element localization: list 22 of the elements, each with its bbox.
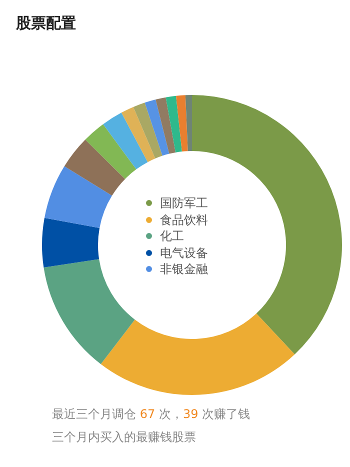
donut-slice [103, 112, 148, 170]
legend-label: 食品饮料 [160, 212, 208, 228]
donut-slice [85, 124, 136, 179]
donut-slice [44, 166, 112, 228]
donut-slice [133, 102, 162, 158]
legend-label: 国防军工 [160, 195, 208, 212]
donut-slice [176, 95, 188, 152]
donut-slice [42, 218, 100, 268]
legend-label: 电气设备 [160, 244, 208, 261]
donut-slice [64, 140, 126, 196]
donut-slice [100, 314, 295, 395]
text: 最近三个月调仓 67 次，39 次赚了钱 [52, 407, 250, 421]
text: 三个月内买入的最赚钱股票 [52, 430, 196, 444]
donut-slice [166, 96, 182, 152]
donut-slice [156, 97, 176, 154]
donut-slice [185, 95, 192, 152]
donut-slice [144, 99, 170, 156]
donut-slice [44, 259, 135, 364]
legend-label: 非银金融 [160, 261, 208, 278]
donut-slice [121, 106, 156, 162]
legend-label: 化工 [160, 228, 184, 244]
chart-title: 股票配置 [16, 14, 76, 33]
